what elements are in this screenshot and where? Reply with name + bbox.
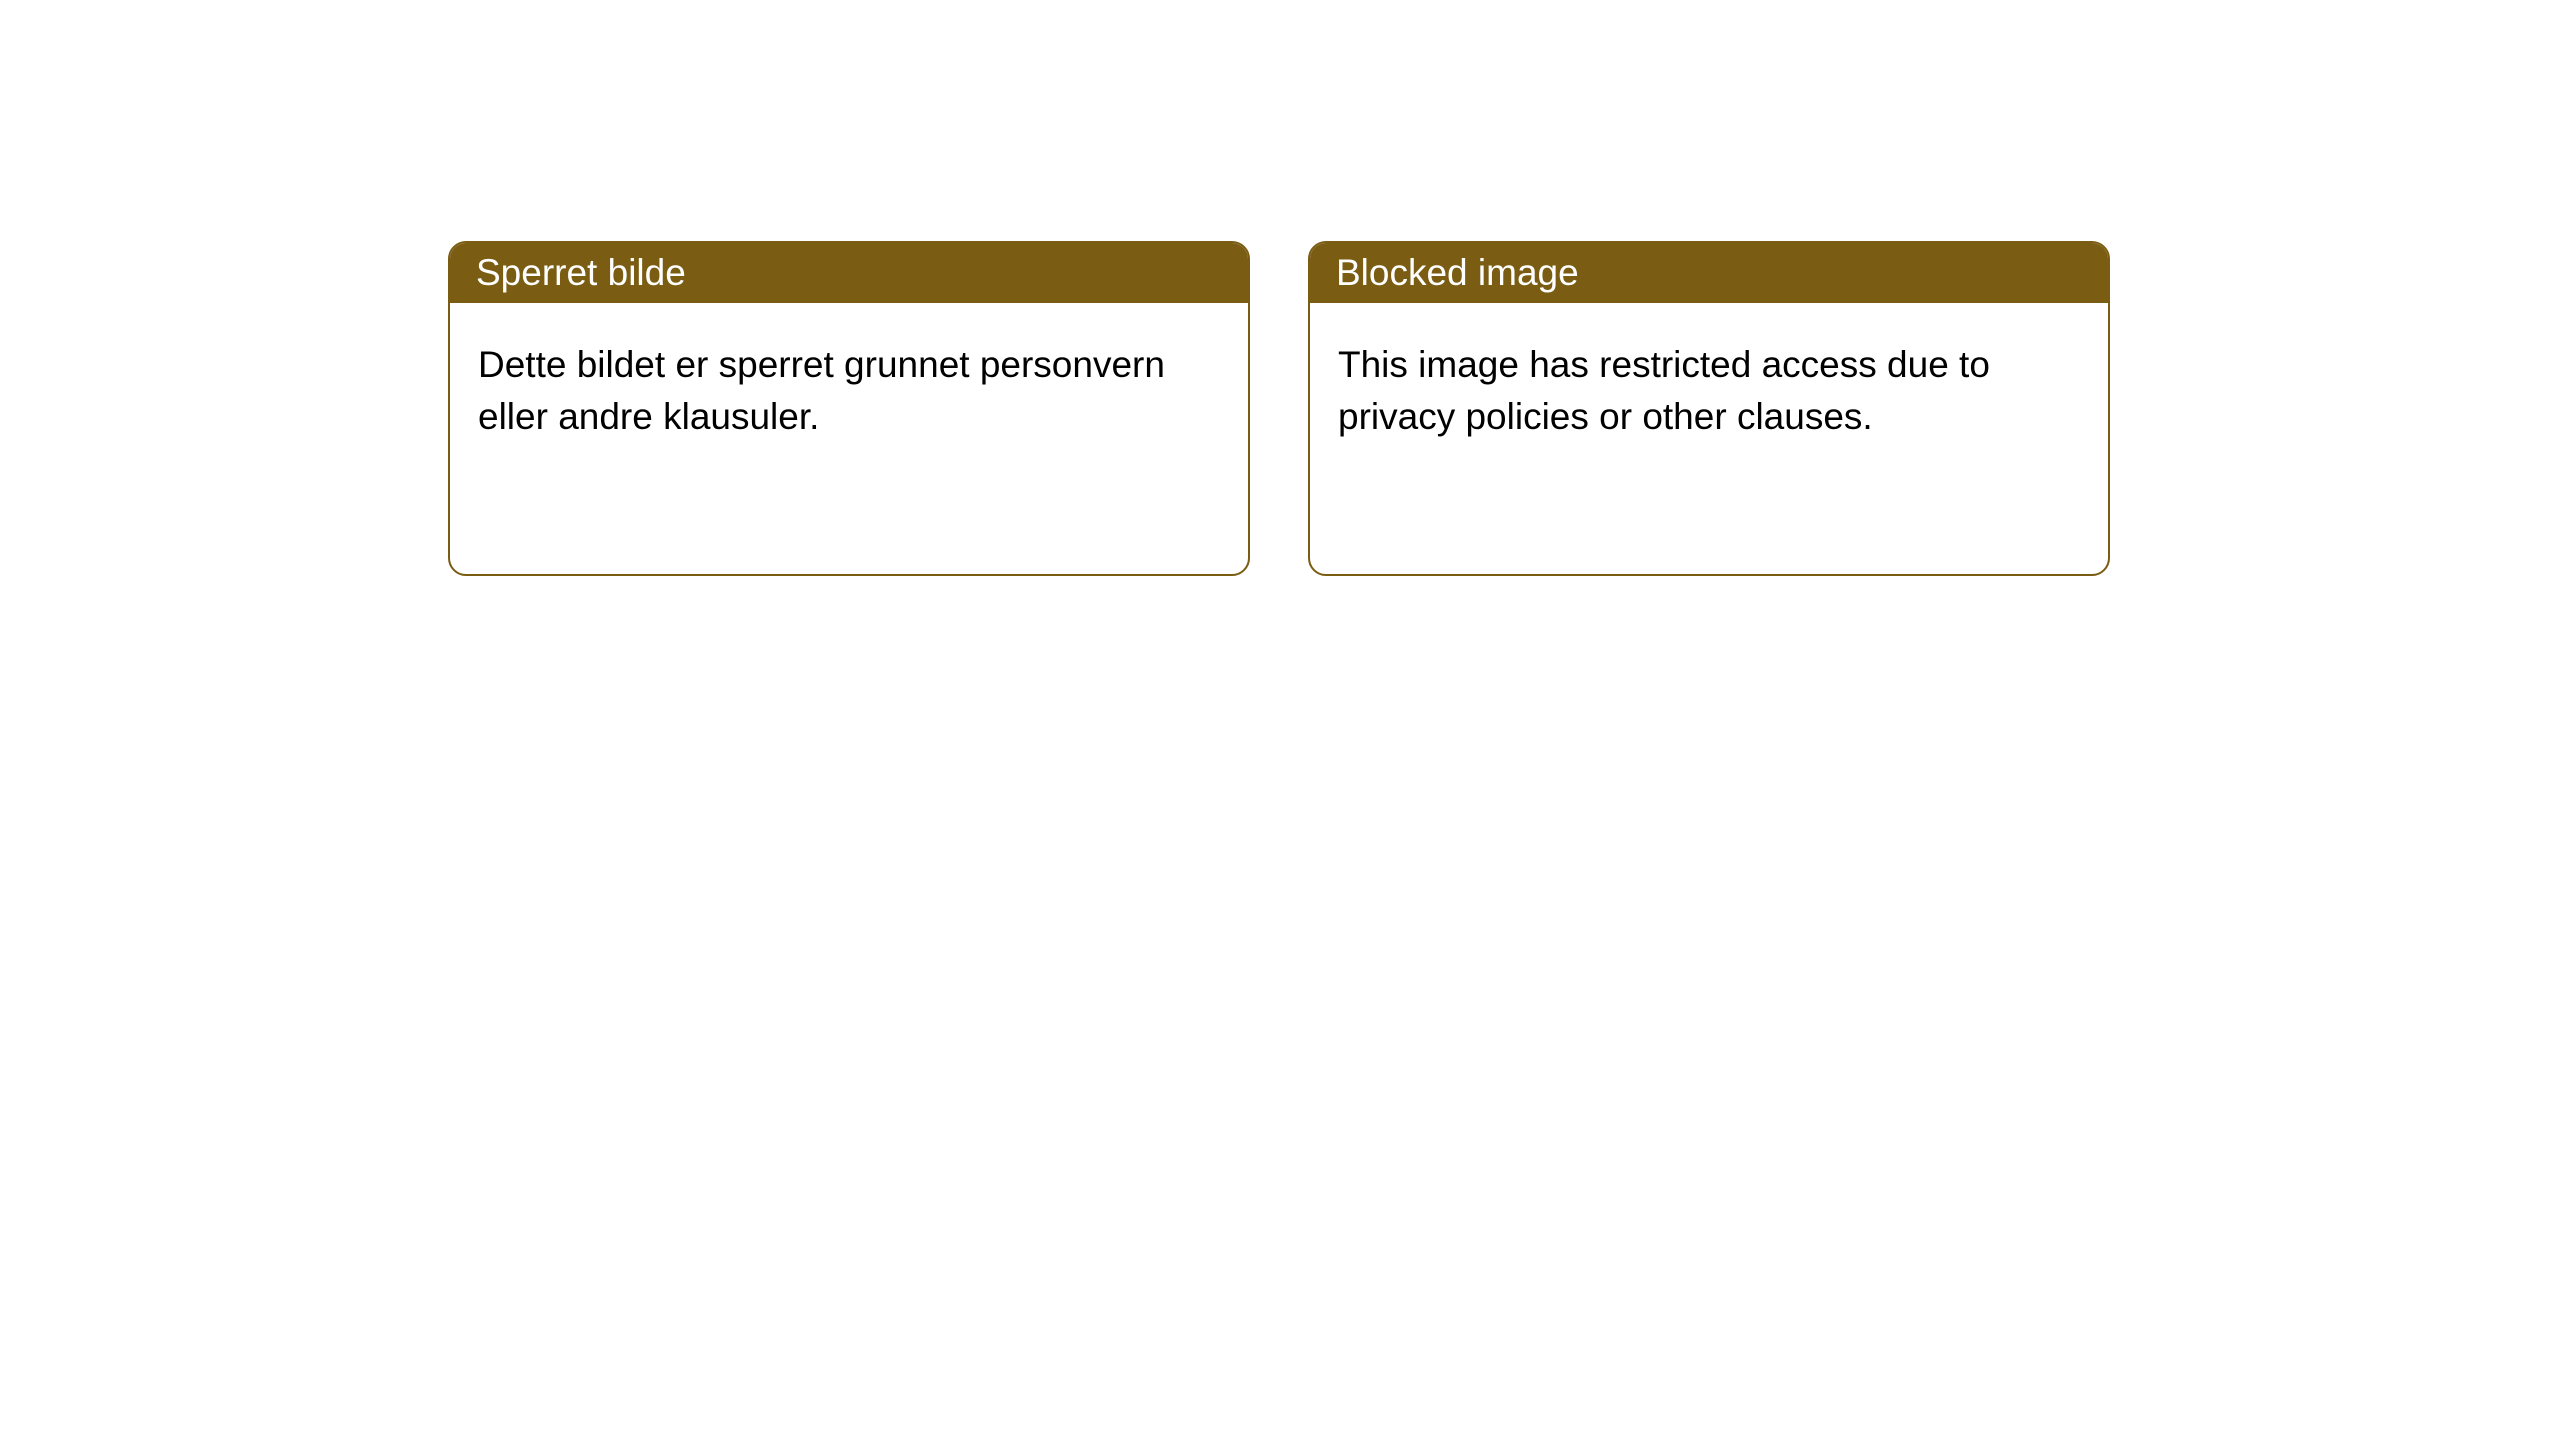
notice-card-title: Blocked image — [1310, 243, 2108, 303]
notice-card-body: Dette bildet er sperret grunnet personve… — [450, 303, 1248, 479]
notice-card-body: This image has restricted access due to … — [1310, 303, 2108, 479]
notice-card-norwegian: Sperret bilde Dette bildet er sperret gr… — [448, 241, 1250, 576]
notice-card-title: Sperret bilde — [450, 243, 1248, 303]
notice-card-english: Blocked image This image has restricted … — [1308, 241, 2110, 576]
notice-container: Sperret bilde Dette bildet er sperret gr… — [448, 241, 2110, 576]
